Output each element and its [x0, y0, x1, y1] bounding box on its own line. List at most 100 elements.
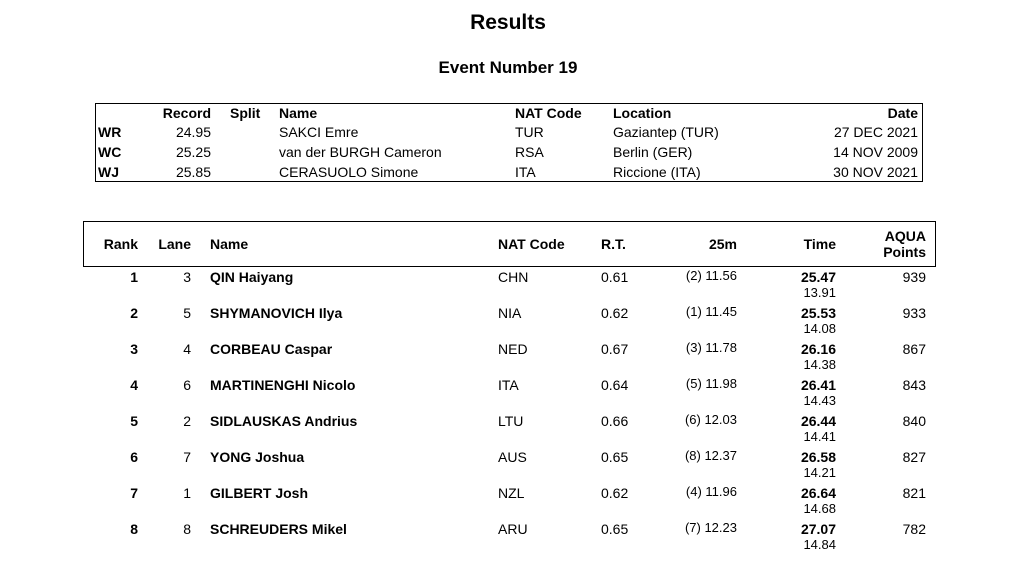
- result-rank: 8: [130, 521, 138, 537]
- result-points: 933: [902, 305, 926, 321]
- result-split25: (5) 11.98: [685, 376, 737, 391]
- result-rt: 0.65: [601, 521, 629, 537]
- result-rt: 0.62: [601, 305, 629, 321]
- record-name: SAKCI Emre: [279, 124, 359, 140]
- record-name: van der BURGH Cameron: [279, 144, 442, 160]
- record-location: Riccione (ITA): [613, 164, 701, 180]
- record-record: 25.25: [175, 144, 211, 160]
- result-points: 821: [902, 485, 926, 501]
- record-location: Berlin (GER): [613, 144, 693, 160]
- result-name: CORBEAU Caspar: [210, 341, 333, 357]
- result-nat: AUS: [498, 449, 527, 465]
- result-split25: (7) 12.23: [684, 520, 737, 535]
- subtitle: Event Number 19: [438, 58, 578, 77]
- result-name: SIDLAUSKAS Andrius: [210, 413, 358, 429]
- result-split2: 13.91: [803, 285, 836, 300]
- result-nat: NED: [498, 341, 528, 357]
- result-rt: 0.61: [601, 269, 629, 285]
- result-rt: 0.62: [601, 485, 629, 501]
- results-col-header: Rank: [103, 236, 138, 252]
- result-time: 25.53: [800, 305, 836, 321]
- results-col-header: 25m: [708, 236, 737, 252]
- record-nat: ITA: [515, 164, 536, 180]
- result-lane: 6: [183, 377, 191, 393]
- result-split2: 14.68: [803, 501, 836, 516]
- title: Results: [470, 11, 546, 34]
- result-rank: 3: [130, 341, 138, 357]
- result-split25: (8) 12.37: [684, 448, 737, 463]
- result-nat: LTU: [498, 413, 524, 429]
- result-time: 27.07: [800, 521, 836, 537]
- result-split2: 14.08: [803, 321, 836, 336]
- result-time: 26.64: [800, 485, 836, 501]
- records-col-header: Date: [887, 105, 918, 121]
- result-nat: ITA: [498, 377, 519, 393]
- result-time: 25.47: [800, 269, 836, 285]
- results-col-header: R.T.: [601, 236, 626, 252]
- result-lane: 7: [183, 449, 191, 465]
- result-split25: (1) 11.45: [685, 304, 737, 319]
- result-points: 827: [902, 449, 926, 465]
- record-record: 25.85: [175, 164, 211, 180]
- results-col-header: Time: [803, 236, 836, 252]
- records-col-header: NAT Code: [515, 105, 582, 121]
- result-split2: 14.41: [803, 429, 836, 444]
- record-nat: TUR: [515, 124, 544, 140]
- records-col-header: Record: [162, 105, 211, 121]
- result-name: SCHREUDERS Mikel: [210, 521, 347, 537]
- result-rank: 6: [130, 449, 138, 465]
- result-lane: 4: [183, 341, 191, 357]
- record-date: 30 NOV 2021: [833, 164, 918, 180]
- results-header-box: [83, 221, 936, 267]
- result-points: 840: [902, 413, 926, 429]
- result-lane: 1: [183, 485, 191, 501]
- result-lane: 5: [183, 305, 191, 321]
- result-lane: 8: [183, 521, 191, 537]
- result-rt: 0.67: [601, 341, 629, 357]
- record-nat: RSA: [515, 144, 544, 160]
- result-nat: NZL: [498, 485, 525, 501]
- result-time: 26.16: [800, 341, 836, 357]
- records-col-header: Location: [613, 105, 672, 121]
- records-col-header: Name: [279, 105, 318, 121]
- result-points: 782: [902, 521, 926, 537]
- result-rank: 7: [130, 485, 138, 501]
- result-rt: 0.66: [601, 413, 629, 429]
- results-col-header: Lane: [158, 236, 191, 252]
- result-split25: (6) 12.03: [684, 412, 737, 427]
- record-name: CERASUOLO Simone: [279, 164, 419, 180]
- record-date: 27 DEC 2021: [833, 124, 918, 140]
- records-box: [95, 103, 923, 182]
- result-name: MARTINENGHI Nicolo: [210, 377, 356, 393]
- result-name: QIN Haiyang: [210, 269, 294, 285]
- record-date: 14 NOV 2009: [833, 144, 918, 160]
- result-split2: 14.43: [803, 393, 836, 408]
- result-split2: 14.38: [803, 357, 836, 372]
- result-points: 867: [902, 341, 926, 357]
- result-rank: 5: [130, 413, 138, 429]
- result-nat: CHN: [498, 269, 529, 285]
- result-name: SHYMANOVICH Ilya: [210, 305, 343, 321]
- result-rank: 2: [130, 305, 138, 321]
- record-record: 24.95: [175, 124, 211, 140]
- record-code: WR: [98, 124, 122, 140]
- result-rt: 0.65: [601, 449, 629, 465]
- result-time: 26.58: [800, 449, 836, 465]
- result-points: 939: [902, 269, 926, 285]
- result-lane: 2: [183, 413, 191, 429]
- result-points: 843: [902, 377, 926, 393]
- result-name: YONG Joshua: [210, 449, 305, 465]
- result-split2: 14.84: [803, 537, 836, 552]
- result-rank: 1: [130, 269, 138, 285]
- result-rank: 4: [130, 377, 138, 393]
- records-col-header: Split: [230, 105, 261, 121]
- result-split25: (4) 11.96: [685, 484, 737, 499]
- record-location: Gaziantep (TUR): [613, 124, 719, 140]
- record-code: WC: [98, 144, 122, 160]
- result-lane: 3: [183, 269, 191, 285]
- result-split25: (3) 11.78: [685, 340, 737, 355]
- results-col-header: NAT Code: [498, 236, 565, 252]
- result-time: 26.44: [800, 413, 836, 429]
- results-col-header: Name: [210, 236, 249, 252]
